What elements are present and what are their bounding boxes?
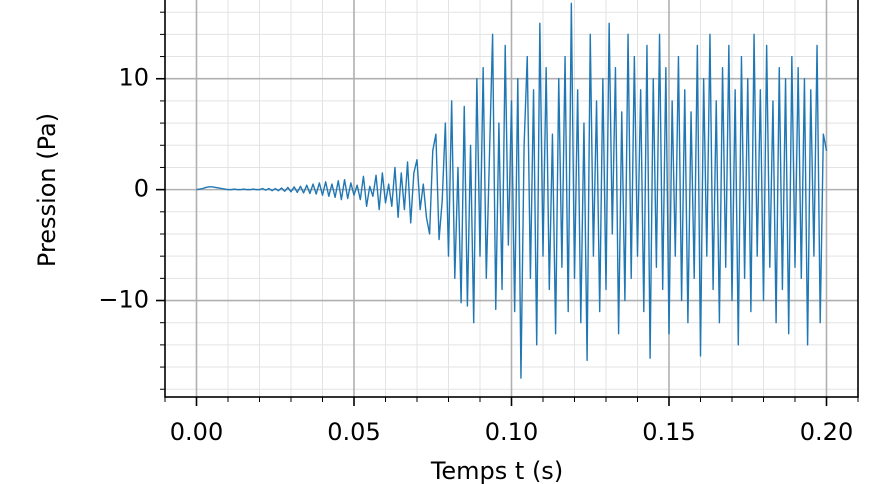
x-tick-label: 0.15 [642,418,695,446]
x-axis-label: Temps t (s) [430,457,563,484]
y-tick-label: 0 [134,175,149,203]
x-tick-label: 0.05 [327,418,380,446]
x-tick-label: 0.20 [800,418,853,446]
data-line [196,2,828,379]
y-axis-label: Pression (Pa) [33,113,61,267]
x-tick-label: 0.10 [485,418,538,446]
x-tick-label: 0.00 [170,418,223,446]
axes-frame [164,0,859,398]
y-tick-label: 10 [118,64,149,92]
y-tick-label: −10 [98,286,149,314]
